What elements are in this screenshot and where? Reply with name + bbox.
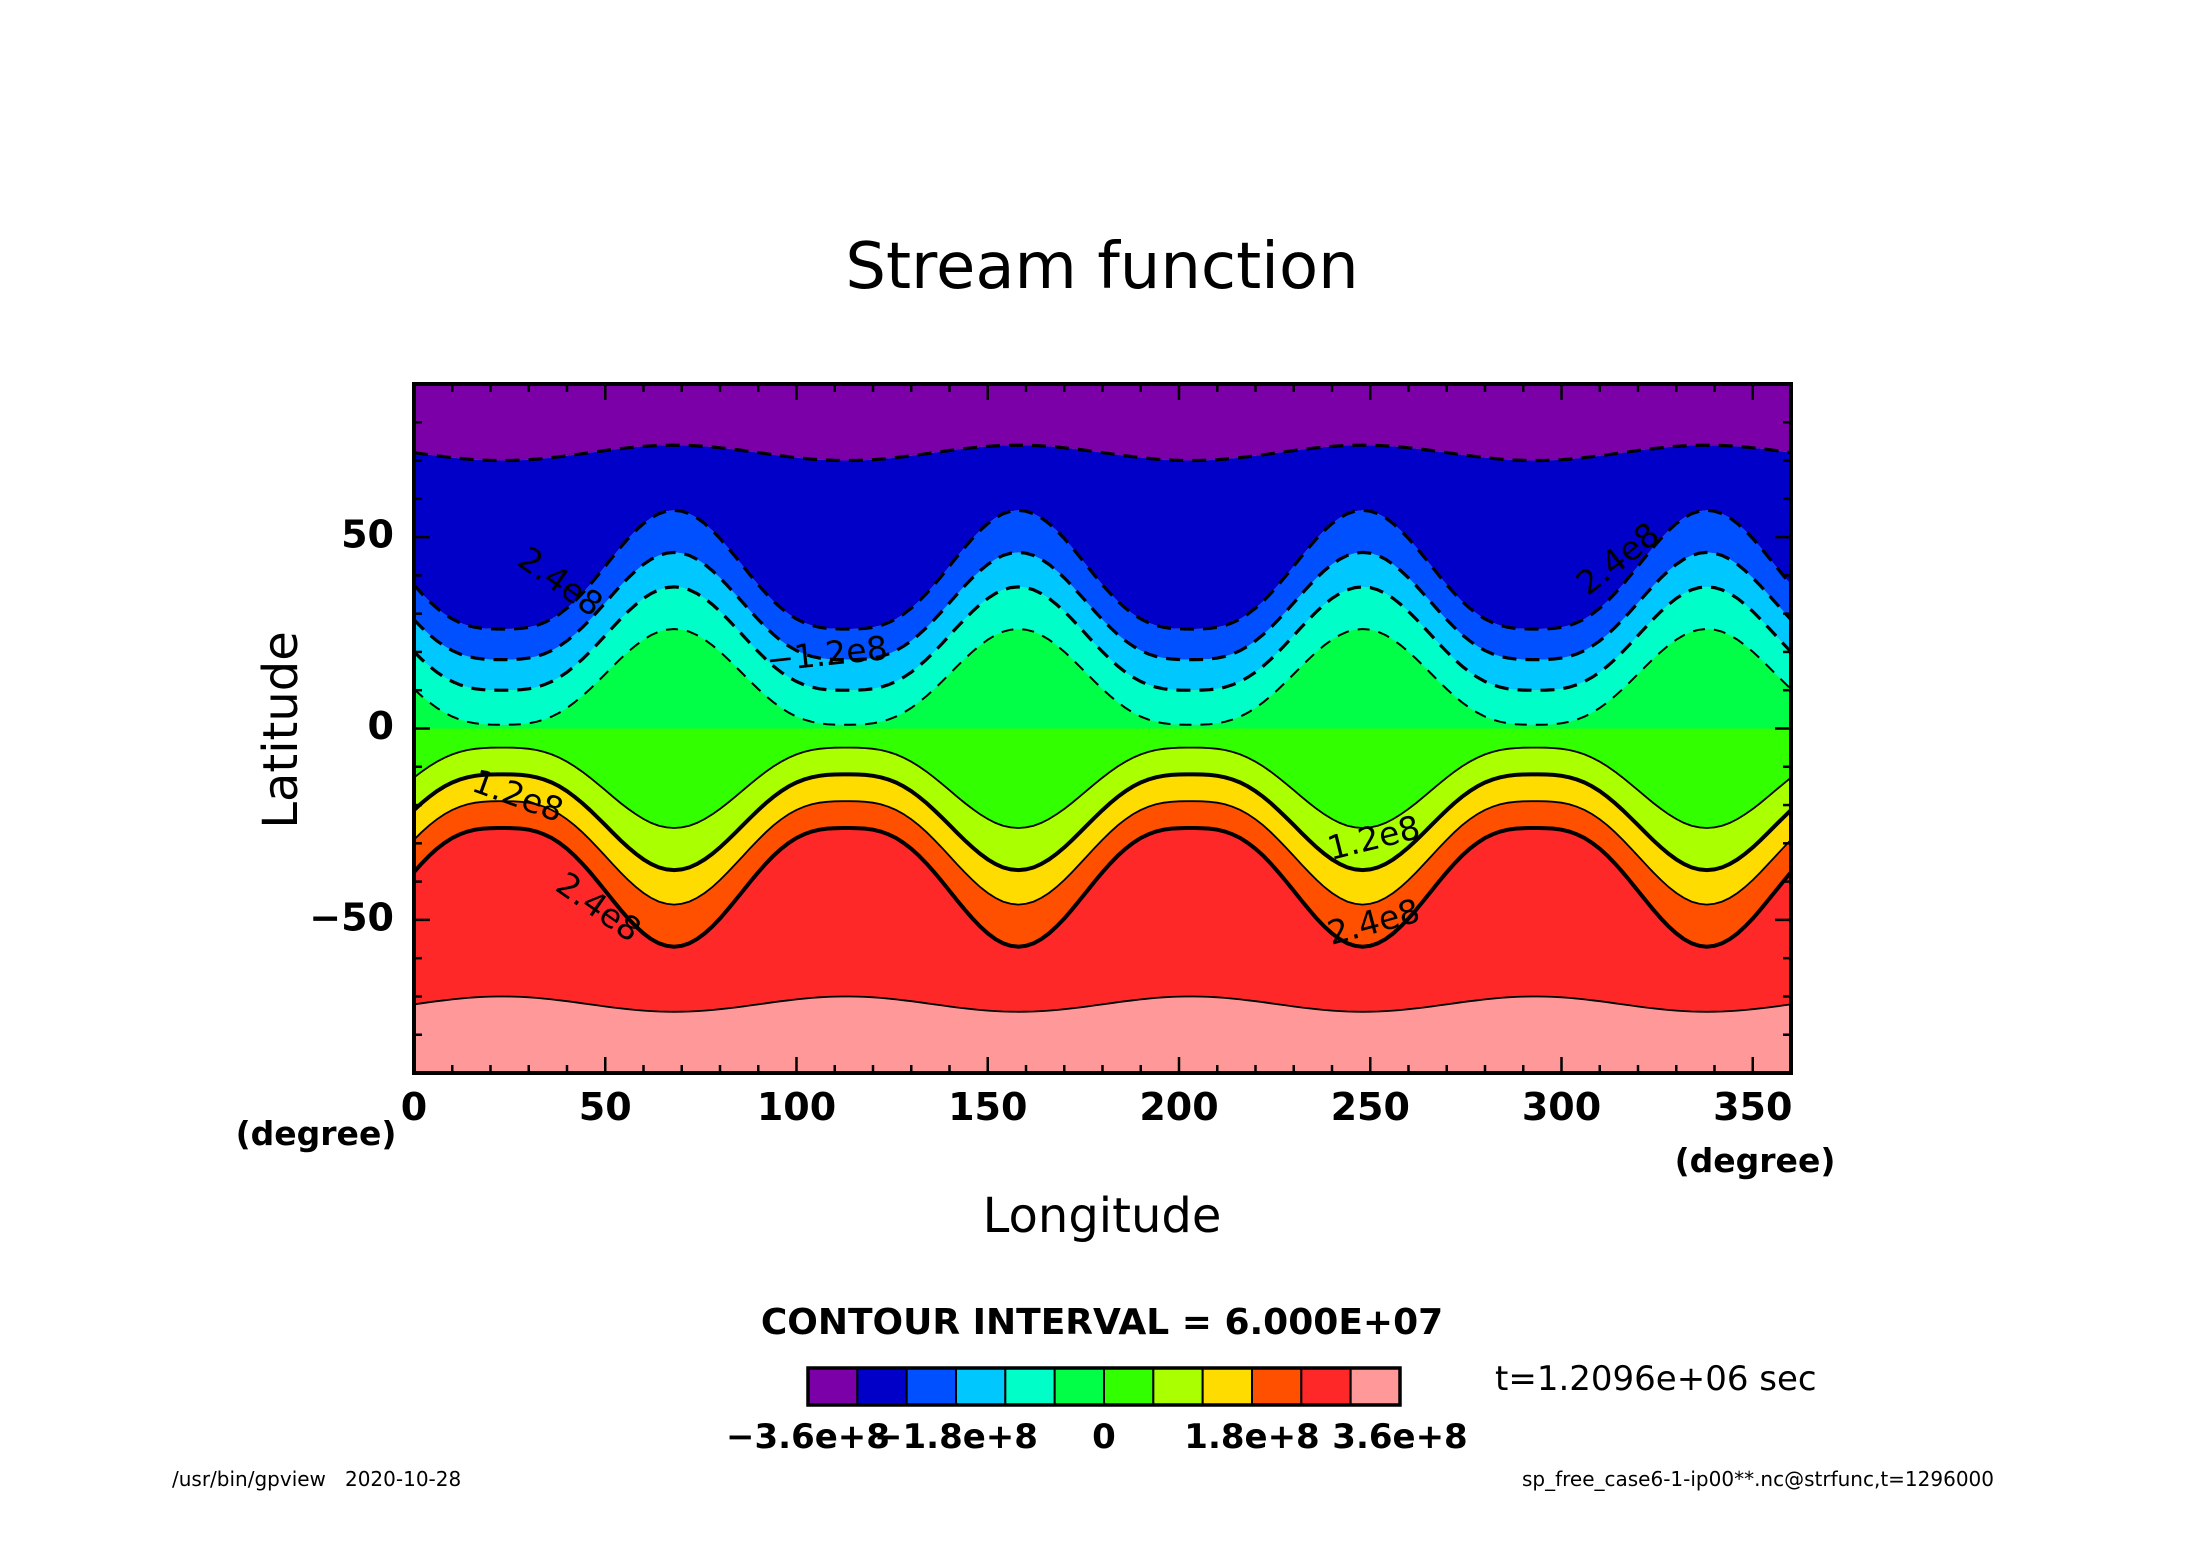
x-axis-unit-right: (degree) <box>1675 1141 1836 1180</box>
colorbar-label: 3.6e+8 <box>1332 1417 1467 1457</box>
contour-lines <box>414 443 1791 1013</box>
contour-line <box>414 550 1791 662</box>
y-tick-labels: −50 0 50 <box>309 513 394 940</box>
contour-line <box>414 995 1791 1013</box>
colorbar-swatch <box>1201 1367 1253 1406</box>
contour-line <box>414 772 1791 873</box>
y-tick-label: 50 <box>341 513 394 557</box>
y-tick-label: −50 <box>309 895 394 939</box>
contour-line <box>414 746 1791 829</box>
fill-band <box>414 801 1791 947</box>
x-tick-labels: 0 50 100 150 200 250 300 350 <box>401 1085 1793 1129</box>
time-annotation: t=1.2096e+06 sec <box>1495 1359 1817 1399</box>
colorbar-label: 1.8e+8 <box>1184 1417 1319 1457</box>
colorbar-swatch <box>1349 1367 1401 1406</box>
colorbar-swatch <box>1053 1367 1105 1406</box>
fill-band <box>414 728 1791 828</box>
axis-ticks <box>412 384 1793 1073</box>
fill-band <box>414 552 1791 691</box>
colorbar-swatch <box>807 1367 859 1406</box>
x-tick-label: 250 <box>1331 1085 1410 1129</box>
x-tick-label: 50 <box>579 1085 632 1129</box>
contour-line <box>414 585 1791 692</box>
fill-band <box>414 629 1791 729</box>
colorbar-labels: −3.6e+8−1.8e+8 0 1.8e+8 3.6e+8 <box>726 1417 1468 1457</box>
colorbar-swatch <box>905 1367 958 1406</box>
chart-title: Stream function <box>845 230 1358 304</box>
y-tick-label: 0 <box>368 704 394 748</box>
x-axis-unit-left: (degree) <box>236 1114 397 1153</box>
contour-line <box>414 800 1791 906</box>
colorbar-swatch <box>1103 1367 1155 1406</box>
colorbar <box>806 1366 1402 1407</box>
contour-interval-text: CONTOUR INTERVAL = 6.000E+07 <box>761 1302 1443 1343</box>
contour-line <box>414 508 1791 631</box>
x-tick-label: 200 <box>1139 1085 1218 1129</box>
fill-band <box>414 510 1791 660</box>
colorbar-swatch <box>1004 1367 1056 1406</box>
colorbar-label: −3.6e+8 <box>726 1417 890 1457</box>
contour-line <box>414 826 1791 949</box>
contour-line <box>414 443 1791 463</box>
x-tick-label: 150 <box>948 1085 1027 1129</box>
fill-band <box>414 384 1791 461</box>
colorbar-swatch <box>1251 1367 1303 1406</box>
colorbar-swatch <box>856 1367 908 1406</box>
colorbar-label: 0 <box>1092 1417 1116 1457</box>
colorbar-swatch <box>1300 1367 1352 1406</box>
footer-right: sp_free_case6-1-ip00**.nc@strfunc,t=1296… <box>1522 1467 1994 1491</box>
contour-line <box>414 627 1791 726</box>
y-axis-title: Latitude <box>253 631 309 829</box>
x-tick-label: 350 <box>1713 1085 1792 1129</box>
footer-left: /usr/bin/gpview 2020-10-28 <box>172 1467 461 1491</box>
contour-fills <box>414 384 1791 1073</box>
x-tick-label: 300 <box>1522 1085 1601 1129</box>
x-tick-label: 100 <box>757 1085 836 1129</box>
colorbar-swatch <box>1152 1367 1204 1406</box>
fill-band <box>414 586 1791 725</box>
colorbar-swatch <box>955 1367 1007 1406</box>
colorbar-label: −1.8e+8 <box>874 1417 1038 1457</box>
fill-band <box>414 445 1791 629</box>
x-axis-title: Longitude <box>983 1188 1222 1244</box>
x-tick-label: 0 <box>401 1085 427 1129</box>
colorbar-frame <box>806 1366 1402 1407</box>
